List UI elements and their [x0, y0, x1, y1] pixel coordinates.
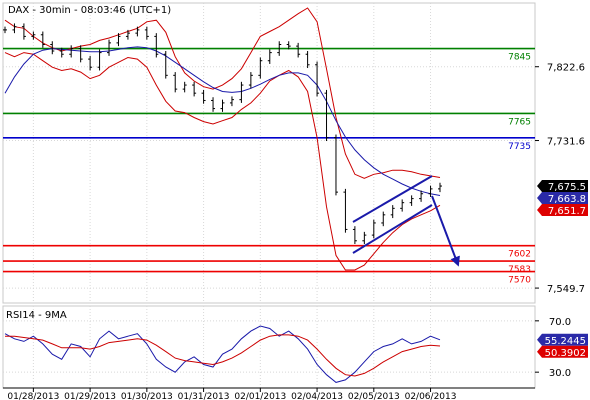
price-tick-label: 7,549.7	[547, 284, 585, 295]
rsi-badge-label: 55.2445	[545, 336, 586, 347]
level-label-7735: 7735	[508, 142, 531, 152]
chart-title: DAX - 30min - 08:03:46 (UTC+1)	[8, 5, 171, 16]
rsi-signal-line	[5, 334, 441, 377]
rsi-series-group	[4, 325, 441, 383]
rsi-badge	[537, 333, 588, 346]
level-label-7765: 7765	[508, 117, 531, 127]
level-label-7845: 7845	[508, 53, 531, 63]
level-label-7570: 7570	[508, 276, 531, 286]
price-panel	[2, 2, 536, 304]
channel-upper-line	[352, 175, 433, 223]
date-tick-label: 02/04/2013	[291, 392, 343, 400]
price-badge-label: 7,663.8	[548, 194, 586, 205]
price-badge-label: 7,651.7	[548, 206, 586, 217]
price-badge	[537, 204, 588, 217]
trend-channel	[352, 175, 460, 267]
date-tick-label: 01/30/2013	[121, 392, 173, 400]
price-tick-label: 7,822.6	[547, 63, 585, 74]
rsi-title: RSI14 - 9MA	[6, 310, 67, 321]
price-axis: 7,822.6 7,731.6 7,549.7 7,675.57,663.87,651…	[535, 63, 588, 295]
price-badge	[537, 180, 588, 193]
bollinger-lower-line	[4, 52, 441, 271]
rsi-tick-label: 30.0	[549, 368, 571, 379]
date-tick-label: 02/01/2013	[234, 392, 286, 400]
price-series-group	[4, 7, 441, 271]
date-tick-label: 02/05/2013	[348, 392, 400, 400]
date-tick-label: 02/06/2013	[405, 392, 457, 400]
level-label-7602: 7602	[508, 250, 531, 260]
price-grid	[3, 3, 535, 303]
date-axis: 01/28/2013 01/29/2013 01/30/2013 01/31/2013…	[3, 387, 535, 400]
rsi-panel	[2, 305, 536, 389]
date-tick-label: 01/28/2013	[7, 392, 59, 400]
channel-lower-line	[352, 204, 433, 254]
price-badge	[537, 192, 588, 205]
price-candles	[3, 23, 442, 245]
moving-average-line	[4, 46, 441, 196]
date-tick-label: 01/29/2013	[64, 392, 116, 400]
date-tick-label: 01/31/2013	[178, 392, 230, 400]
rsi-line	[4, 325, 441, 383]
level-label-7583: 7583	[508, 265, 531, 275]
forecast-arrow	[431, 195, 460, 267]
rsi-tick-label: 70.0	[549, 317, 571, 328]
price-tick-label: 7,731.6	[547, 137, 585, 148]
rsi-badge	[537, 345, 588, 358]
bollinger-upper-line	[4, 7, 441, 179]
rsi-badge-label: 50.3902	[545, 348, 586, 359]
price-badge-label: 7,675.5	[548, 182, 586, 193]
